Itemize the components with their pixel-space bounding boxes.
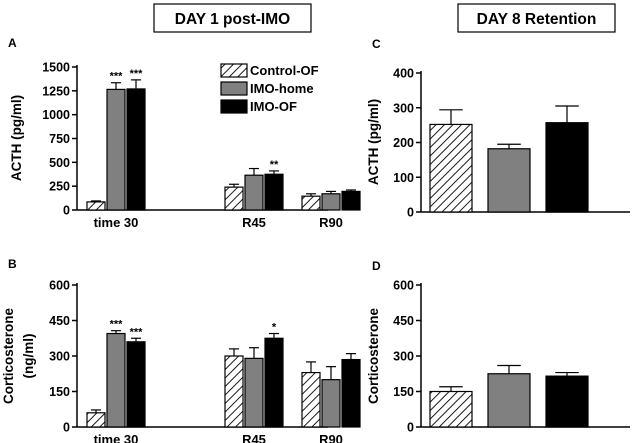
- bar-imo-home: [106, 332, 126, 428]
- y-tick-label: 150: [49, 385, 70, 399]
- y-tick-label: 750: [49, 132, 70, 146]
- y-tick-label: 200: [393, 136, 414, 150]
- y-tick-label: 150: [393, 385, 414, 399]
- y-axis-label: Corticosterone: [366, 308, 381, 405]
- significance-marker: ***: [110, 71, 124, 83]
- y-tick-label: 300: [393, 350, 414, 364]
- legend-label-control: Control-OF: [250, 63, 319, 78]
- legend-swatch-of: [220, 99, 248, 114]
- bar-imo-of: [126, 341, 146, 428]
- bar-imo-home: [487, 148, 531, 213]
- bar-imo-of: [545, 122, 589, 213]
- header-left-text: DAY 1 post-IMO: [175, 11, 290, 28]
- bar-control-of: [429, 390, 473, 428]
- significance-marker: *: [272, 322, 277, 334]
- bar-imo-of: [126, 88, 146, 211]
- bar-control-of: [301, 371, 321, 428]
- y-tick-label: 500: [49, 156, 70, 170]
- legend: Control-OF IMO-home IMO-OF: [220, 63, 319, 114]
- y-tick-label: 600: [49, 279, 70, 293]
- bar-imo-home: [321, 193, 341, 211]
- legend-label-home: IMO-home: [250, 81, 314, 96]
- bar-control-of: [301, 195, 321, 211]
- bar-imo-home: [321, 379, 341, 428]
- bar-control-of: [224, 186, 244, 211]
- bar-imo-of: [341, 358, 361, 428]
- bar-imo-home: [244, 357, 264, 428]
- bar-control-of: [86, 201, 106, 211]
- panel-letter: C: [372, 37, 381, 51]
- panel-letter: B: [8, 257, 17, 271]
- legend-swatch-home: [220, 81, 248, 96]
- y-tick-label: 450: [49, 314, 70, 328]
- y-tick-label: 300: [393, 101, 414, 115]
- header-right-text: DAY 8 Retention: [477, 11, 597, 28]
- panel-d-chart: D Corticosterone 0 150 300 450 600: [366, 259, 630, 435]
- significance-marker: ***: [130, 326, 144, 338]
- bar-control-of: [86, 412, 106, 428]
- x-category-label: R90: [319, 215, 343, 230]
- y-axis-label: ACTH (pg/ml): [9, 95, 24, 181]
- y-axis-label: ACTH (pg/ml): [366, 99, 381, 185]
- x-category-label: time 30: [94, 432, 139, 443]
- y-tick-label: 1500: [42, 61, 70, 75]
- y-axis-label: Corticosterone: [1, 308, 16, 405]
- y-tick-label: 1250: [42, 84, 70, 98]
- y-tick-label: 300: [49, 350, 70, 364]
- bar-imo-home: [244, 174, 264, 211]
- y-tick-label: 400: [393, 67, 414, 81]
- significance-marker: **: [270, 159, 279, 171]
- bar-imo-of: [545, 375, 589, 428]
- bar-control-of: [429, 123, 473, 213]
- y-tick-label: 0: [63, 204, 70, 218]
- panel-b-chart: B Corticosterone (ng/ml) 0 150 300 450 600 time …: [1, 257, 361, 443]
- legend-label-of: IMO-OF: [250, 99, 297, 114]
- panel-letter: A: [8, 36, 17, 50]
- bar-imo-home: [487, 373, 531, 428]
- legend-swatch-control: [220, 63, 248, 78]
- y-tick-label: 250: [49, 180, 70, 194]
- bar-imo-of: [264, 173, 284, 211]
- x-category-label: time 30: [94, 215, 139, 230]
- bar-imo-of: [341, 190, 361, 211]
- x-category-label: R45: [242, 432, 266, 443]
- significance-marker: ***: [130, 68, 144, 80]
- x-category-label: R45: [242, 215, 266, 230]
- bar-imo-home: [106, 88, 126, 211]
- y-tick-label: 0: [63, 421, 70, 435]
- y-tick-label: 0: [407, 421, 414, 435]
- x-category-label: R90: [319, 432, 343, 443]
- header-left: DAY 1 post-IMO: [153, 3, 312, 33]
- y-tick-label: 100: [393, 171, 414, 185]
- y-tick-label: 1000: [42, 108, 70, 122]
- panel-c-chart: C ACTH (pg/ml) 0 100 200 300 400: [366, 37, 630, 220]
- panel-letter: D: [372, 259, 381, 273]
- y-tick-label: 450: [393, 314, 414, 328]
- panel-a-chart: A ACTH (pg/ml) 0 250 500 750 1000 1250 1500 time …: [8, 36, 361, 230]
- y-tick-label: 0: [407, 206, 414, 220]
- y-axis-label-units: (ng/ml): [21, 334, 36, 379]
- bar-control-of: [224, 355, 244, 428]
- y-tick-label: 600: [393, 279, 414, 293]
- header-right: DAY 8 Retention: [457, 3, 616, 33]
- bar-imo-of: [264, 337, 284, 428]
- significance-marker: ***: [110, 319, 124, 331]
